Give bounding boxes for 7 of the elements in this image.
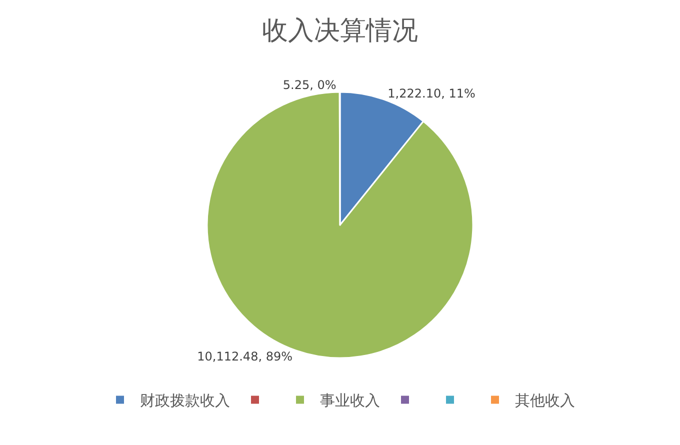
chart-title: 收入决算情况 <box>262 16 418 46</box>
data-label: 10,112.48, 89% <box>197 350 293 364</box>
data-label: 5.25, 0% <box>282 78 336 92</box>
legend-label: 其他收入 <box>515 392 575 410</box>
legend-label: 事业收入 <box>320 392 380 410</box>
data-label: 1,222.10, 11% <box>388 86 476 100</box>
legend-label: 财政拨款收入 <box>140 392 230 410</box>
